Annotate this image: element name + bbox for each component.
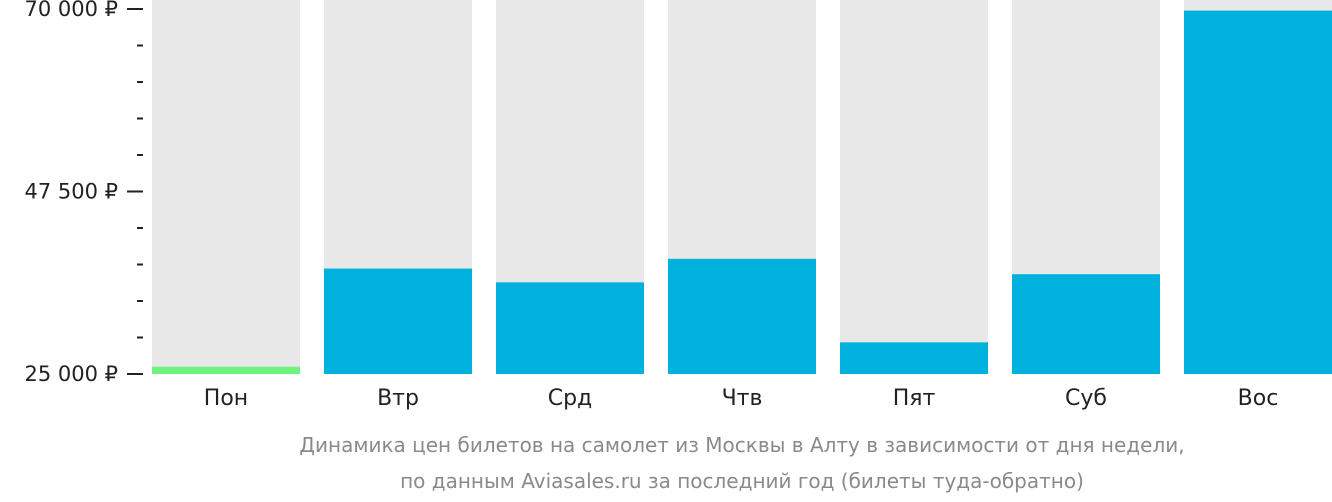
x-tick-label: Втр (377, 386, 419, 411)
bars (152, 10, 1332, 374)
x-tick-label: Чтв (722, 386, 763, 411)
chart-caption-line-1: Динамика цен билетов на самолет из Москв… (299, 433, 1185, 457)
x-axis: Пон Втр Срд Чтв Пят Суб Вос (204, 386, 1279, 411)
x-tick-label: Пон (204, 386, 248, 411)
x-tick-label: Срд (548, 386, 593, 411)
chart-caption-line-2: по данным Aviasales.ru за последний год … (400, 469, 1084, 493)
bar (152, 366, 300, 374)
price-chart: 70 000 ₽ 47 500 ₽ 25 000 ₽ Пон Втр Срд Чтв Пят… (24, 0, 1332, 411)
x-tick-label: Суб (1065, 386, 1107, 411)
bar (1012, 274, 1160, 374)
y-axis: 70 000 ₽ 47 500 ₽ 25 000 ₽ (24, 0, 143, 386)
y-tick-label: 47 500 ₽ (24, 180, 118, 204)
x-tick-label: Вос (1238, 386, 1279, 411)
bar (668, 258, 816, 374)
bar (324, 268, 472, 374)
y-tick-label: 25 000 ₽ (24, 362, 118, 386)
bar-background (840, 0, 988, 374)
bar (496, 282, 644, 374)
bar-background (152, 0, 300, 374)
x-tick-label: Пят (893, 386, 936, 411)
bar (1184, 10, 1332, 374)
bar (840, 342, 988, 374)
background-bars (152, 0, 1332, 374)
y-tick-label: 70 000 ₽ (24, 0, 118, 21)
